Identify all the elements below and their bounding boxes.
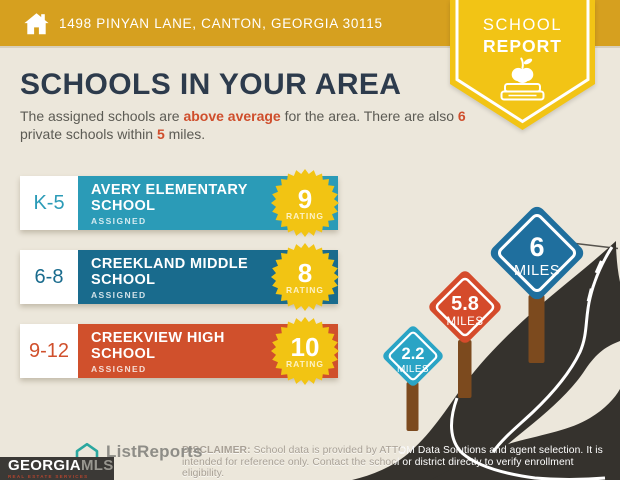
georgia-mls-wordmark: GEORGIAMLS [8,457,114,474]
listreports-house-icon [75,442,99,460]
lead-text-3: private schools within [20,125,157,142]
road-dash [594,260,604,274]
school-name-line1: AVERY ELEMENTARY [91,182,248,198]
sign-distance: 2.2 [402,345,425,363]
radius-miles: 5 [156,125,165,142]
grade-range-badge: 9-12 [20,324,78,378]
sign-unit: MILES [397,364,429,375]
road-line-right [491,246,614,453]
georgia-mls-logo: GEORGIAMLS REAL ESTATE SERVICES [0,457,114,480]
distance-sign-6-miles: 6 MILES [490,206,584,300]
georgia-mls-tagline: REAL ESTATE SERVICES [8,474,89,479]
private-school-count: 6 [457,108,466,124]
assigned-label: ASSIGNED [91,290,147,300]
badge-word-report: REPORT [483,36,562,56]
rating-label: RATING [286,359,324,369]
property-address: 1498 PINYAN LANE, CANTON, GEORGIA 30115 [59,15,383,31]
disclaimer-label: DISCLAIMER: [182,445,251,456]
lead-text-4: miles. [164,125,206,142]
lead-text-2: for the area. There are also [280,108,458,124]
intro-paragraph: The assigned schools are above average f… [20,108,472,143]
rating-value: 9 [297,184,313,214]
road-dash [586,288,594,302]
school-row-middle: 6-8 CREEKLAND MIDDLE SCHOOL ASSIGNED [20,250,338,304]
sign-post [458,340,472,398]
badge-title: SCHOOL REPORT [450,16,595,57]
sign-post [406,382,419,431]
listreports-wordmark: ListReports [106,442,203,461]
sign-unit: MILES [514,263,560,279]
sign-post [528,295,545,363]
assigned-label: ASSIGNED [91,216,147,226]
lead-text-1: The assigned schools are [20,108,184,124]
horizon-line [545,239,619,250]
sign-unit: MILES [446,316,483,328]
school-report-badge: SCHOOL REPORT [450,0,595,132]
rating-value: 10 [290,332,320,362]
school-name-line2: SCHOOL [91,345,156,362]
sign-distance: 6 [529,232,544,262]
school-name-line1: CREEKVIEW HIGH [91,330,225,346]
rating-starburst: 9 RATING [271,169,339,237]
apple-books-icon [500,57,545,101]
page-title: SCHOOLS IN YOUR AREA [20,68,402,101]
sign-distance: 5.8 [451,293,479,315]
home-icon [24,12,49,34]
badge-word-school: SCHOOL [482,16,563,34]
rating-starburst: 10 RATING [271,317,339,385]
grade-range-badge: K-5 [20,176,78,230]
lead-highlight: above average [183,108,281,124]
rating-value: 8 [297,258,313,288]
assigned-label: ASSIGNED [91,364,147,374]
school-name-line2: SCHOOL [91,271,156,288]
school-name-line1: CREEKLAND MIDDLE [91,256,249,272]
distance-sign-2-2-miles: 2.2 MILES [383,326,443,386]
grade-range-badge: 6-8 [20,250,78,304]
rating-label: RATING [286,211,324,221]
badge-pennant-shape [450,0,595,130]
school-name-line2: SCHOOL [91,197,156,214]
rating-starburst: 8 RATING [271,243,339,311]
listreports-logo: ListReports [74,442,203,462]
rating-label: RATING [286,285,324,295]
distance-sign-5-8-miles: 5.8 MILES [429,271,501,343]
